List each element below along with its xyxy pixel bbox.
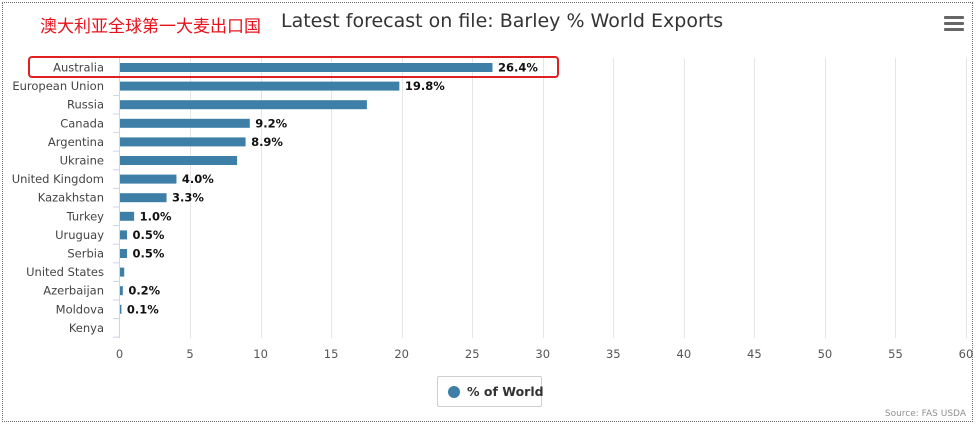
category-label: United States — [26, 265, 104, 279]
data-label: 0.5% — [133, 247, 165, 261]
category-label: European Union — [12, 79, 104, 93]
chart-title: Latest forecast on file: Barley % World … — [281, 10, 724, 32]
category-label: Azerbaijan — [43, 284, 104, 298]
x-tick-label: 30 — [535, 347, 550, 361]
bar[interactable] — [120, 63, 493, 72]
data-label: 19.8% — [405, 79, 445, 93]
category-label: Russia — [67, 98, 104, 112]
annotation-overlay-text: 澳大利亚全球第一大麦出口国 — [40, 17, 261, 37]
category-label: Moldova — [56, 302, 104, 316]
bar[interactable] — [120, 174, 177, 184]
data-labels: 26.4% 19.8% 9.2% 8.9% 4.0% 3.3%1.0% 0.5% 0.5% 0.… — [127, 61, 538, 317]
x-tick-label: 5 — [186, 347, 193, 361]
source-credit: Source: FAS USDA — [884, 409, 966, 419]
bar[interactable] — [120, 230, 128, 240]
category-label: Kazakhstan — [38, 191, 104, 205]
category-label: United Kingdom — [12, 172, 104, 186]
x-tick-label: 60 — [959, 347, 974, 361]
legend-item[interactable]: % of World — [437, 376, 544, 407]
bar[interactable] — [120, 81, 400, 91]
category-label: Canada — [60, 116, 104, 130]
bar[interactable] — [120, 156, 238, 165]
x-tick-label: 45 — [747, 347, 762, 361]
x-tick-label: 55 — [888, 347, 903, 361]
bar[interactable] — [120, 267, 125, 277]
x-tick-label: 40 — [677, 347, 692, 361]
data-label: 9.2% — [255, 116, 287, 130]
hamburger-menu-icon[interactable] — [944, 16, 964, 34]
bar[interactable] — [120, 211, 135, 221]
x-axis-ticks: 0 5 10 15 20 25 30 35 40 45 50 55 60 — [116, 347, 973, 361]
data-label: 3.3% — [172, 191, 204, 205]
x-tick-label: 50 — [818, 347, 833, 361]
data-label: 0.1% — [127, 302, 159, 316]
category-label: Argentina — [48, 135, 104, 149]
bars — [120, 63, 493, 314]
bar[interactable] — [120, 137, 246, 147]
x-tick-label: 25 — [465, 347, 480, 361]
legend-marker — [448, 386, 460, 398]
x-tick-label: 20 — [394, 347, 409, 361]
grid-lines — [113, 58, 967, 338]
data-label: 0.5% — [133, 228, 165, 242]
x-tick-label: 0 — [116, 347, 123, 361]
category-label: Uruguay — [55, 228, 104, 242]
category-label: Turkey — [66, 209, 105, 223]
bar[interactable] — [120, 118, 250, 128]
x-tick-label: 10 — [253, 347, 268, 361]
category-labels: Australia European Union Russia Canada Argen… — [12, 61, 105, 335]
bar[interactable] — [120, 193, 167, 203]
data-label: 1.0% — [140, 209, 172, 223]
category-label: Serbia — [67, 247, 104, 261]
data-label: 4.0% — [182, 172, 214, 186]
legend-label: % of World — [467, 384, 544, 399]
data-label: 26.4% — [498, 61, 538, 75]
bar[interactable] — [120, 100, 367, 110]
bar[interactable] — [120, 286, 123, 296]
chart-frame — [2, 2, 973, 422]
bar[interactable] — [120, 249, 128, 258]
category-label: Kenya — [69, 321, 104, 335]
bar[interactable] — [120, 304, 122, 314]
data-label: 0.2% — [128, 284, 160, 298]
x-tick-label: 15 — [324, 347, 339, 361]
category-label: Australia — [53, 61, 104, 75]
x-tick-label: 35 — [606, 347, 621, 361]
data-label: 8.9% — [251, 135, 283, 149]
category-label: Ukraine — [60, 154, 104, 168]
